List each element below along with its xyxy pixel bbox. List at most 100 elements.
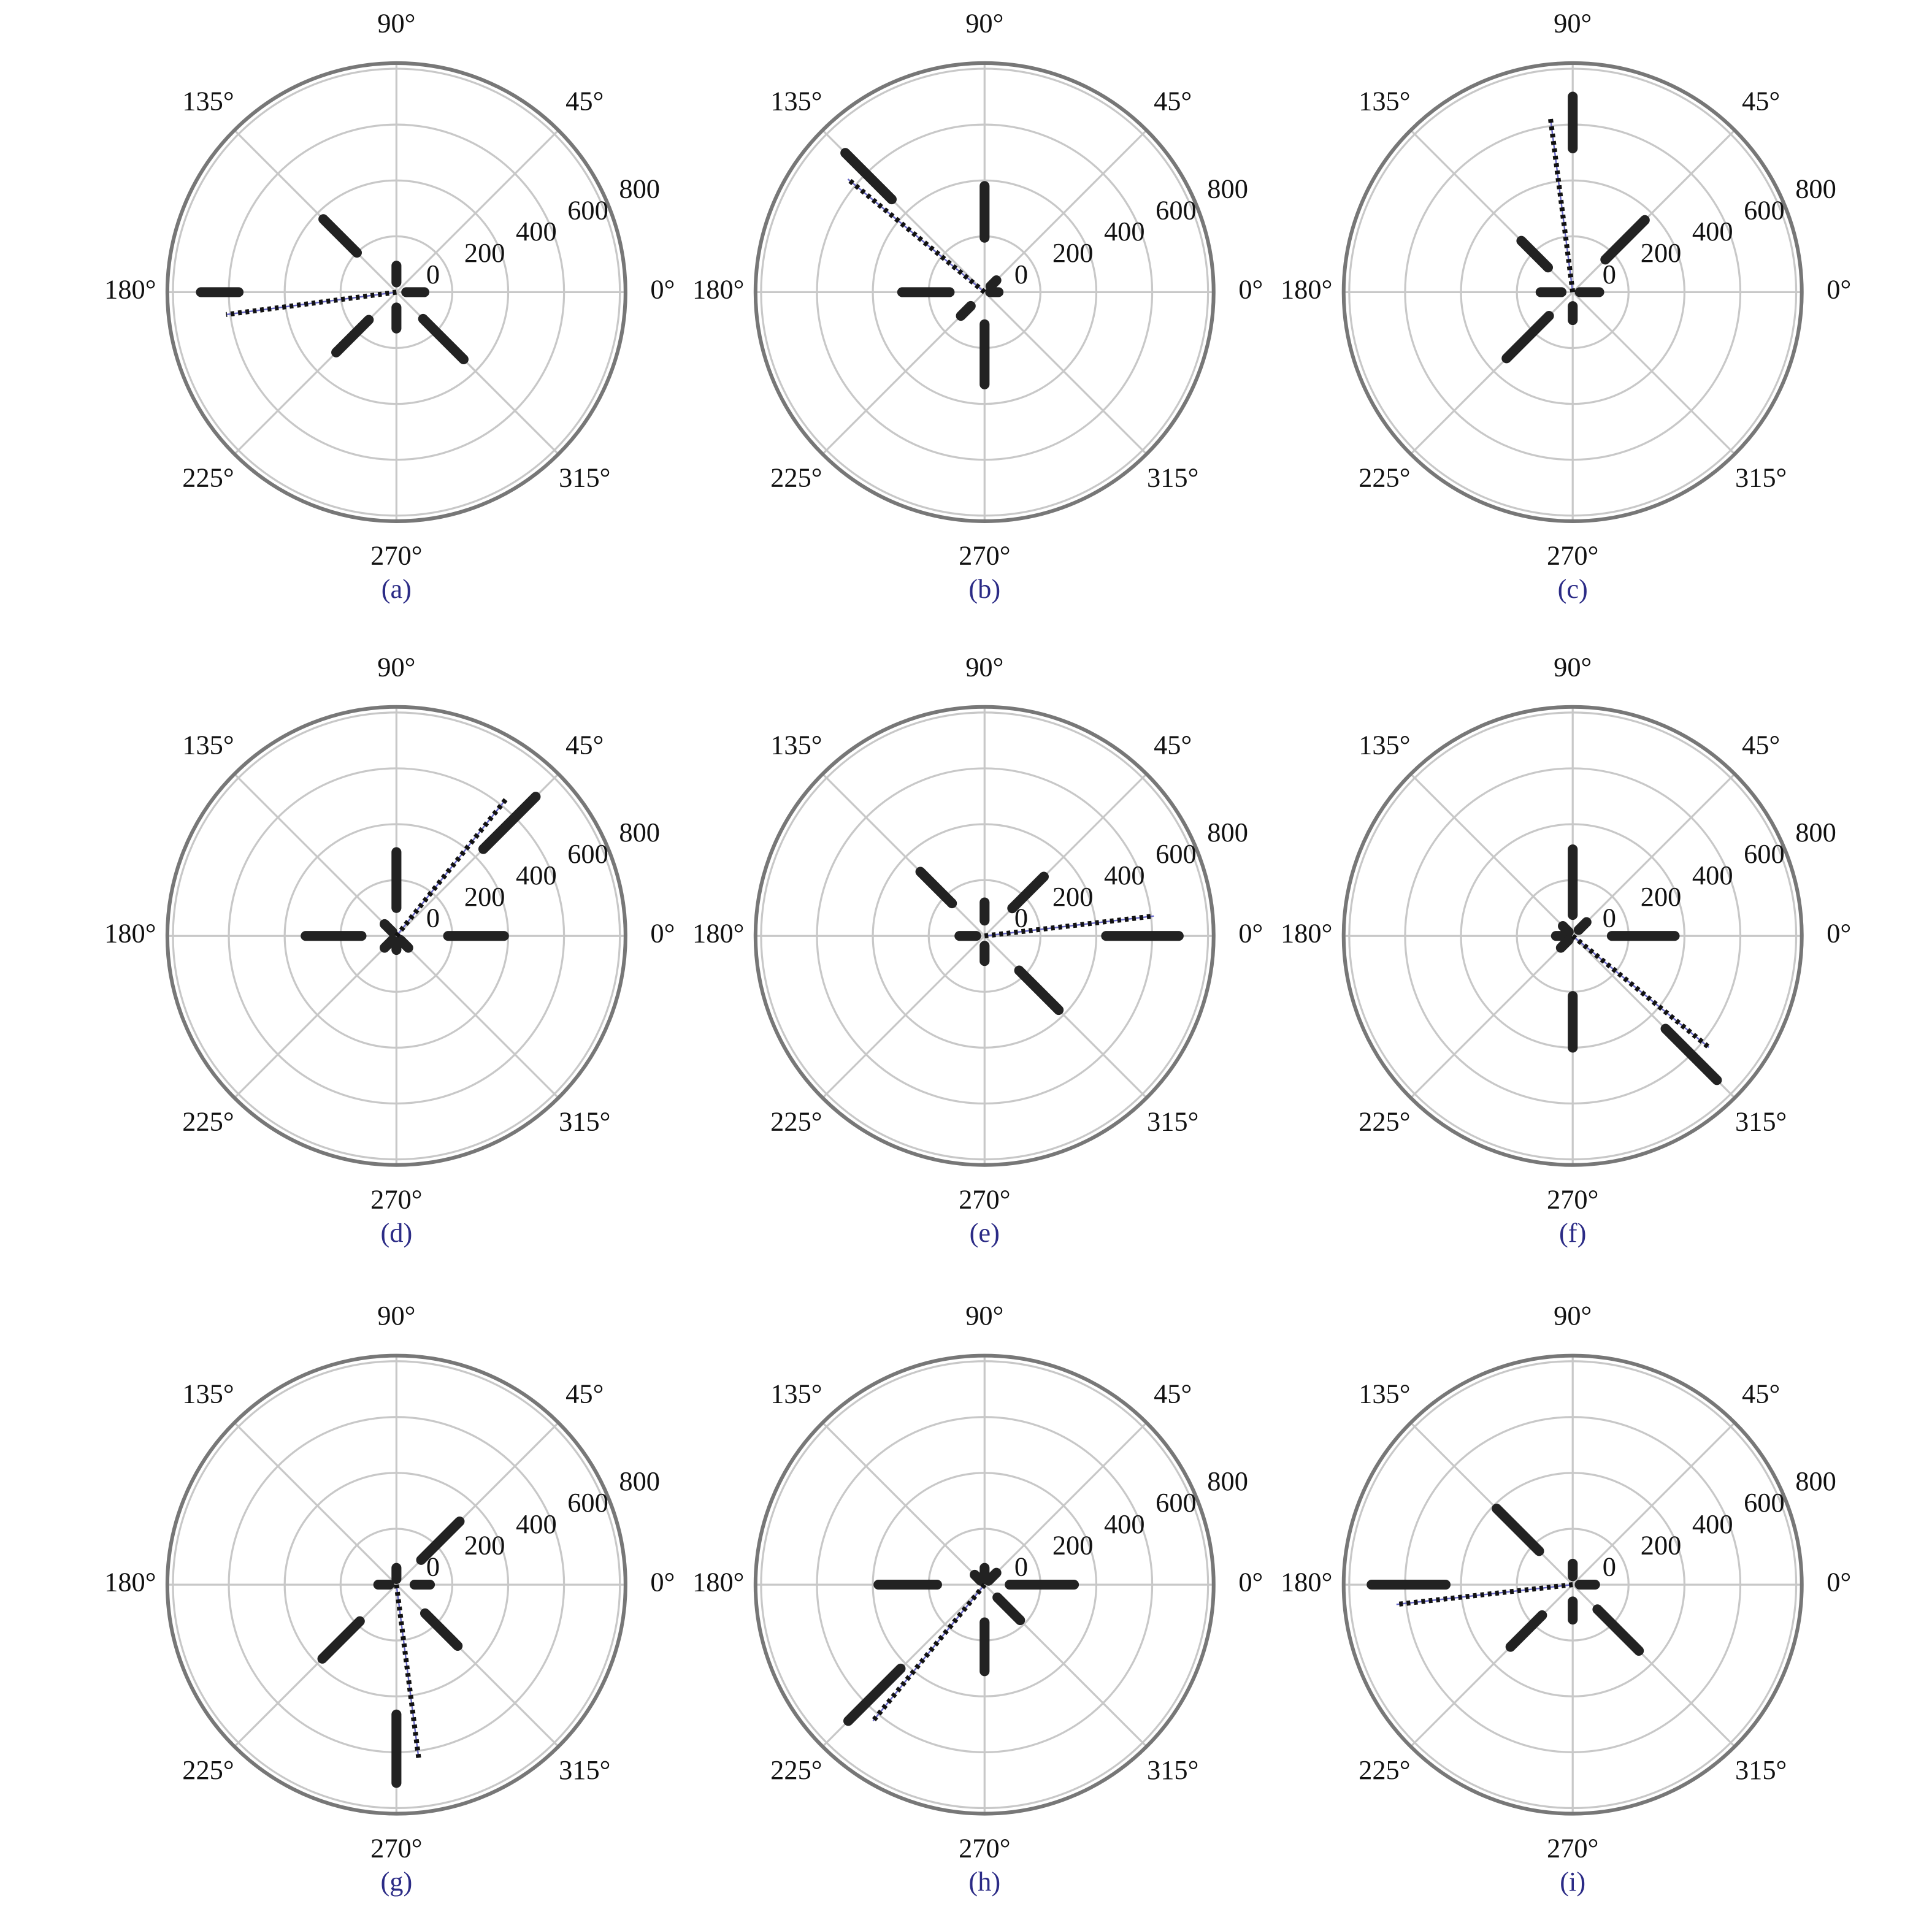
radial-label: 600 (1744, 1487, 1785, 1518)
radial-label: 800 (1795, 1466, 1836, 1496)
spoke-cluster (992, 1592, 1025, 1626)
radial-label: 400 (1692, 860, 1733, 890)
grid-spoke (1409, 1421, 1574, 1586)
spoke-cluster (1007, 871, 1049, 914)
spoke-cluster (915, 867, 957, 909)
grid-spoke (1409, 1583, 1574, 1748)
grid-spoke (234, 129, 397, 293)
spoke-cluster (1592, 1604, 1644, 1656)
outer-circle (753, 61, 1216, 523)
angle-label: 135° (182, 1378, 234, 1409)
grid-spoke (984, 291, 1148, 455)
angle-label: 0° (650, 917, 675, 948)
grid-spoke (1409, 773, 1574, 937)
spoke-cluster (1014, 965, 1064, 1016)
radial-label: 400 (1692, 1509, 1733, 1539)
radial-label: 400 (1104, 860, 1145, 890)
grid-spoke (1409, 935, 1574, 1099)
radial-label: 200 (1641, 1530, 1682, 1561)
radial-label: 600 (567, 838, 608, 869)
radial-label: 400 (1692, 216, 1733, 247)
radial-label: 400 (1104, 216, 1145, 247)
resultant-line (1572, 935, 1710, 1048)
spoke-cluster (840, 148, 897, 205)
angle-label: 90° (377, 8, 415, 39)
angle-label: 180° (104, 917, 156, 948)
spoke-cluster (1492, 1504, 1544, 1556)
radial-label: 200 (1052, 881, 1094, 912)
spoke-cluster (1660, 1023, 1722, 1085)
angle-label: 270° (1547, 1832, 1598, 1863)
angle-label: 0° (1238, 917, 1263, 948)
resultant-dotted (984, 913, 1154, 939)
radial-label: 0 (1014, 903, 1028, 933)
angle-label: 0° (1827, 274, 1851, 305)
angle-label: 315° (1735, 462, 1787, 493)
angle-label: 225° (1359, 1106, 1410, 1136)
angle-label: 270° (959, 1832, 1010, 1863)
spoke-cluster (970, 1569, 986, 1586)
radial-label: 800 (1207, 817, 1248, 847)
angle-label: 180° (104, 274, 156, 305)
spoke-cluster (1555, 935, 1574, 953)
radial-label: 800 (1207, 173, 1248, 204)
angle-label: 180° (1281, 274, 1332, 305)
outer-circle (1341, 1353, 1804, 1816)
angle-label: 90° (965, 8, 1003, 39)
grid-spoke (822, 935, 986, 1099)
panel-caption: (b) (968, 573, 1000, 604)
spoke-cluster (1505, 1610, 1547, 1652)
resultant-line (396, 1584, 420, 1758)
grid-spoke (396, 129, 559, 293)
grid-spoke (1572, 773, 1736, 937)
grid-spoke (1572, 1421, 1736, 1586)
radial-label: 0 (1603, 903, 1616, 933)
angle-label: 225° (182, 462, 234, 493)
radial-label: 0 (1014, 259, 1028, 289)
angle-label: 225° (770, 462, 822, 493)
angle-label: 225° (182, 1754, 234, 1785)
angle-label: 315° (559, 462, 610, 493)
grid-spoke (822, 773, 986, 937)
radial-label: 400 (516, 1509, 557, 1539)
resultant-line (872, 1584, 986, 1721)
radial-label: 600 (1744, 838, 1785, 869)
radial-label: 200 (464, 1530, 505, 1561)
angle-label: 0° (1827, 917, 1851, 948)
spoke-cluster (318, 214, 362, 258)
angle-label: 90° (1554, 8, 1592, 39)
spoke-cluster (1600, 215, 1650, 265)
angle-label: 135° (182, 86, 234, 117)
angle-label: 45° (565, 1378, 604, 1409)
panel-caption: (c) (1558, 573, 1588, 604)
radial-label: 0 (1603, 259, 1616, 289)
radial-label: 600 (1156, 194, 1197, 225)
panel-caption: (a) (381, 573, 412, 604)
spoke-cluster (843, 1663, 906, 1726)
radial-label: 600 (1156, 1487, 1197, 1518)
radial-label: 200 (464, 237, 505, 268)
angle-label: 45° (1742, 729, 1780, 760)
angle-label: 135° (770, 1378, 822, 1409)
outer-circle (165, 61, 627, 523)
panel-caption: (f) (1559, 1217, 1586, 1248)
outer-circle (1341, 61, 1804, 523)
angle-label: 270° (959, 1184, 1010, 1214)
radial-label: 0 (426, 259, 440, 289)
angle-label: 90° (1554, 651, 1592, 682)
grid-spoke (822, 1421, 986, 1586)
angle-label: 315° (559, 1106, 610, 1136)
panel-caption: (h) (968, 1866, 1000, 1897)
radial-label: 800 (619, 173, 660, 204)
spoke-cluster (985, 275, 1002, 291)
panel-caption: (g) (380, 1866, 412, 1897)
angle-label: 90° (965, 1300, 1003, 1331)
resultant-line (1549, 118, 1574, 293)
radial-label: 800 (1207, 1466, 1248, 1496)
angle-label: 180° (104, 1566, 156, 1597)
angle-label: 270° (370, 1184, 422, 1214)
radial-label: 400 (516, 216, 557, 247)
angle-label: 225° (1359, 462, 1410, 493)
